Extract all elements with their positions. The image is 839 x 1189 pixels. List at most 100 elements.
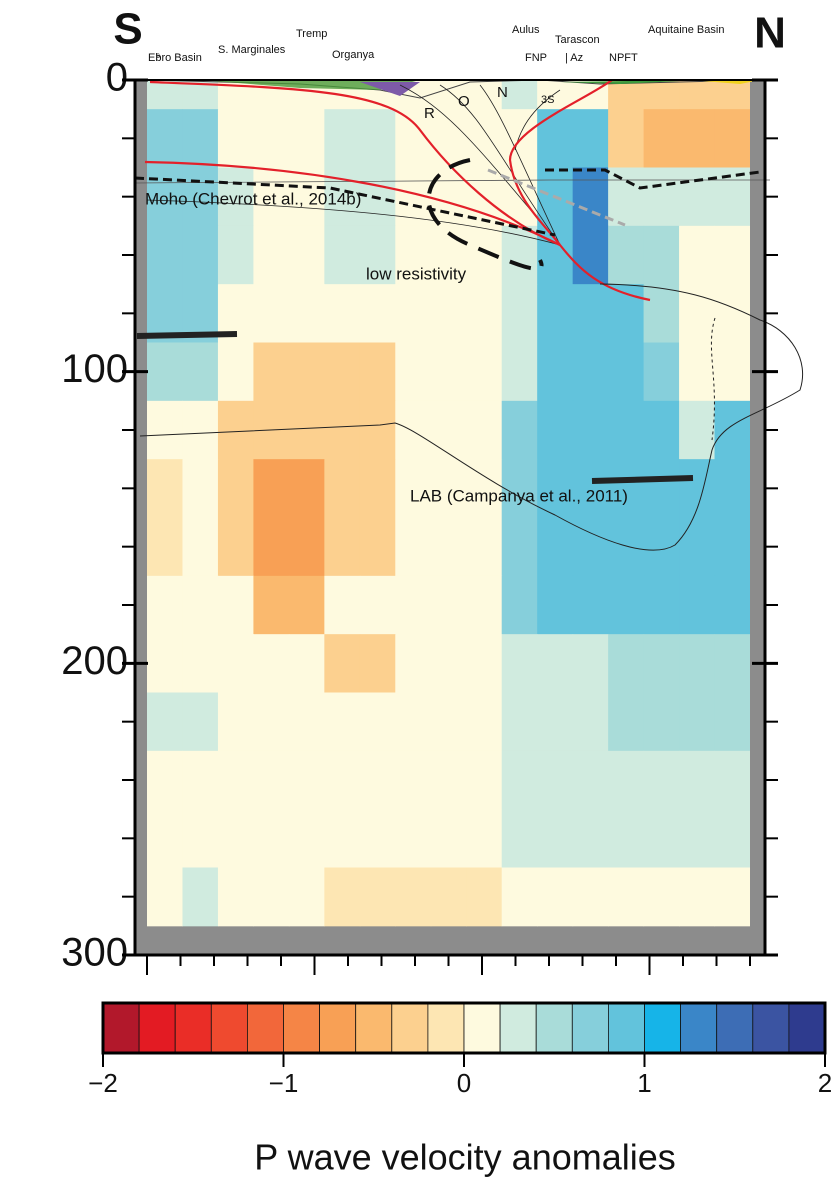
colorbar-bin: [355, 1002, 393, 1054]
y-tick-label: 0: [106, 56, 128, 100]
cell: [395, 750, 432, 810]
cell: [253, 750, 290, 810]
cell: [679, 867, 716, 927]
colorbar-tick-label: −1: [269, 1068, 299, 1098]
depth-axis: 0 100 200 300: [61, 56, 778, 975]
cell: [253, 342, 290, 402]
cell: [501, 109, 538, 168]
cell: [147, 225, 183, 285]
cell: [288, 517, 325, 577]
cell: [537, 867, 574, 927]
cell: [572, 750, 609, 810]
cell: [217, 634, 254, 693]
cell: [608, 400, 645, 460]
cell: [395, 225, 432, 285]
cell: [714, 459, 751, 518]
cell: [501, 225, 538, 285]
cell: [679, 692, 716, 752]
unit-label: R: [424, 105, 435, 122]
cell: [253, 517, 290, 577]
cell: [608, 692, 645, 752]
cell: [537, 692, 574, 752]
cell: [466, 400, 503, 460]
cell: [643, 517, 680, 577]
cell: [430, 400, 467, 460]
cell: [537, 750, 574, 810]
geo-label: FNP: [525, 52, 547, 64]
cell: [537, 517, 574, 577]
cell: [501, 400, 538, 460]
cell: [572, 575, 609, 635]
colorbar-bin: [138, 1002, 176, 1054]
cell: [147, 517, 183, 577]
cell: [430, 284, 467, 343]
cell: [466, 342, 503, 402]
cell: [679, 517, 716, 577]
cell: [217, 167, 254, 227]
cell: [147, 459, 183, 518]
colorbar-bin: [644, 1002, 681, 1054]
geo-label: Organya: [332, 49, 375, 61]
colorbar-bin: [752, 1002, 790, 1054]
cell: [147, 750, 183, 810]
cell: [324, 109, 361, 168]
heatmap: [135, 80, 765, 955]
cell: [466, 284, 503, 343]
cell: [253, 284, 290, 343]
cell: [288, 692, 325, 752]
cell: [714, 225, 751, 285]
colorbar-bin: [427, 1002, 465, 1054]
cell: [608, 867, 645, 927]
geo-label: S. Marginales: [218, 44, 286, 56]
cell: [324, 517, 361, 577]
cell: [147, 109, 183, 168]
cell: [147, 867, 183, 927]
cell: [608, 459, 645, 518]
cell: [253, 809, 290, 868]
cell: [359, 459, 396, 518]
cell: [430, 575, 467, 635]
cell: [679, 400, 716, 460]
cell: [288, 809, 325, 868]
cell: [182, 167, 219, 227]
cell: [572, 867, 609, 927]
cell: [714, 692, 751, 752]
cell: [182, 809, 219, 868]
cell: [643, 109, 680, 168]
resistivity-label: low resistivity: [366, 264, 467, 283]
cell: [572, 400, 609, 460]
cell: [430, 750, 467, 810]
y-tick-label: 300: [61, 931, 128, 975]
cell: [324, 867, 361, 927]
cell: [395, 400, 432, 460]
cell: [324, 284, 361, 343]
cell: [395, 867, 432, 927]
cell: [643, 809, 680, 868]
cell: [537, 575, 574, 635]
cell: [501, 634, 538, 693]
cell: [182, 342, 219, 402]
cell: [643, 225, 680, 285]
cell: [288, 284, 325, 343]
cell: [359, 342, 396, 402]
cell: [288, 634, 325, 693]
cell: [608, 167, 645, 227]
unit-label: N: [497, 84, 508, 101]
cell: [147, 342, 183, 402]
cell: [430, 109, 467, 168]
cell: [608, 809, 645, 868]
cell: [182, 109, 219, 168]
cell: [572, 459, 609, 518]
cell: [537, 809, 574, 868]
colorbar-bin: [463, 1002, 501, 1054]
cell: [714, 400, 751, 460]
cell: [430, 692, 467, 752]
cell: [288, 109, 325, 168]
colorbar-bin: [283, 1002, 320, 1054]
cell: [217, 109, 254, 168]
cell: [359, 225, 396, 285]
cell: [501, 284, 538, 343]
cell: [679, 809, 716, 868]
y-tick-label: 200: [61, 639, 128, 683]
cell: [253, 575, 290, 635]
